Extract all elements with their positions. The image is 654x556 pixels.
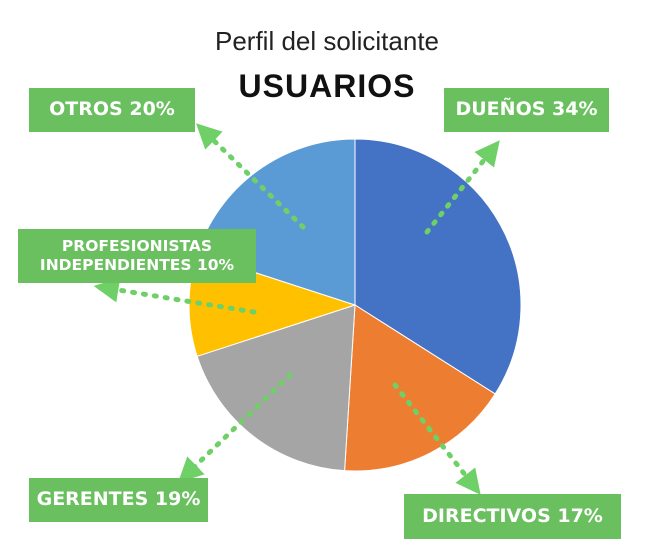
- pointer-arrows: [93, 123, 500, 495]
- data-label-directivos-text: DIRECTIVOS 17%: [422, 504, 603, 527]
- chart-title: Perfil del solicitante: [215, 26, 439, 56]
- data-label-duenos: DUEÑOS 34%: [444, 88, 609, 132]
- data-label-gerentes-text: GERENTES 19%: [36, 488, 201, 511]
- data-label-gerentes: GERENTES 19%: [29, 478, 208, 522]
- data-label-otros: OTROS 20%: [29, 88, 195, 132]
- arrow-profesionistas: [93, 277, 257, 315]
- data-label-profesionistas-line2: INDEPENDIENTES 10%: [39, 256, 235, 274]
- data-label-directivos: DIRECTIVOS 17%: [404, 494, 621, 539]
- pie-slice-gerentes: [196, 304, 356, 472]
- chart-subtitle: USUARIOS: [238, 68, 416, 104]
- arrow-duenos: [424, 140, 500, 235]
- arrow-otros: [196, 123, 306, 230]
- data-label-profesionistas-line1: PROFESIONISTAS: [61, 236, 213, 255]
- arrow-directivos: [392, 382, 481, 495]
- arrow-gerentes: [177, 372, 293, 483]
- pie-slice-duenos: [354, 138, 522, 395]
- pie-slice-directivos: [344, 304, 496, 472]
- data-label-profesionistas: PROFESIONISTAS INDEPENDIENTES 10%: [18, 229, 256, 283]
- data-label-duenos-text: DUEÑOS 34%: [455, 98, 598, 121]
- data-label-otros-text: OTROS 20%: [49, 98, 175, 121]
